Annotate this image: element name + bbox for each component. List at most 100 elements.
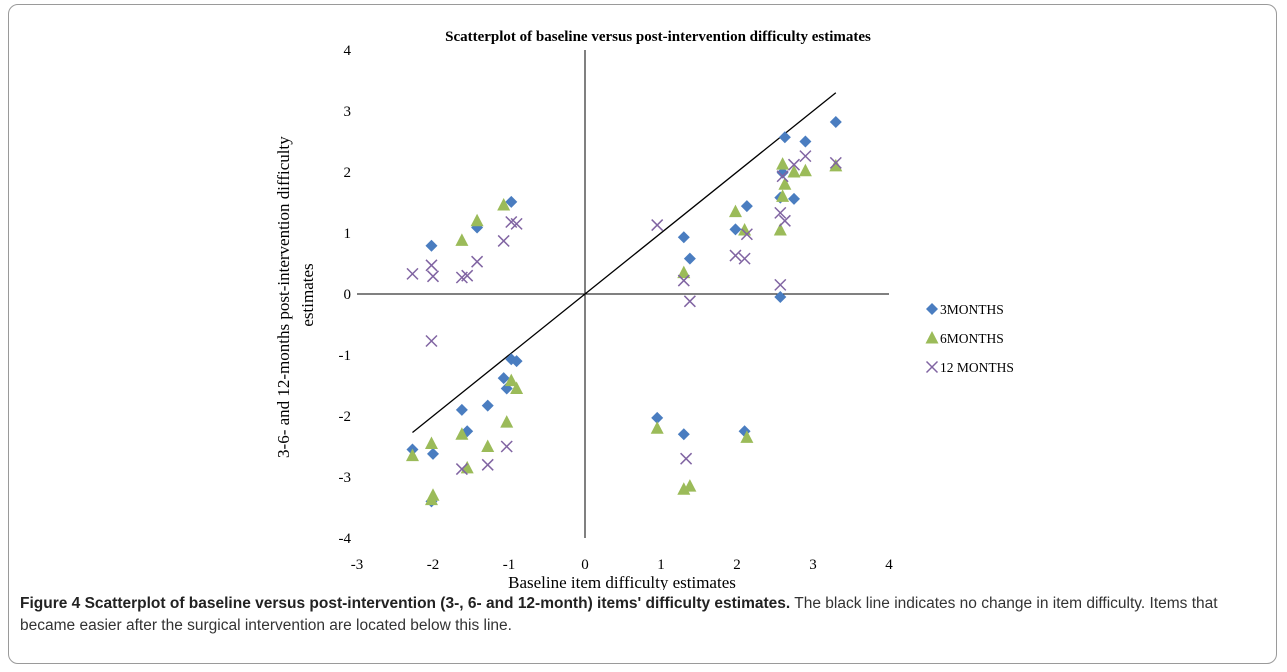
data-point-12-months [683,295,696,308]
x-tick-label: -1 [503,557,516,573]
marker-stroke [774,278,787,291]
marker-stroke [461,269,474,282]
data-point-3months [740,200,753,213]
data-point-6months [683,479,697,492]
legend-label: 3MONTHS [940,302,1004,317]
data-point-6months [504,373,518,387]
data-point-3months [505,353,518,366]
x-tick-label: 2 [733,557,741,573]
marker-stroke [425,334,438,348]
legend-item-12-months: 12 MONTHS [925,360,1014,375]
y-axis-label-line-1: 3-6- and 12-months post-intervention dif… [274,136,293,458]
data-point-3months [427,447,439,460]
marker-stroke [683,295,696,308]
marker-stroke [774,206,787,219]
data-point-12-months [774,206,787,219]
data-points [405,115,843,508]
marker-stroke [425,259,438,272]
reference-line-group [412,92,837,433]
data-point-6months [500,415,514,428]
marker-stroke [829,156,842,169]
marker-stroke [677,274,690,287]
chart-title: Scatterplot of baseline versus post-inte… [445,29,871,45]
legend-marker-12-months [925,360,939,374]
marker-stroke [740,228,753,241]
marker-stroke [455,463,468,476]
axes: -3 -2 -1 0 1 2 3 4 4 3 2 1 0 -1 -2 -3 -4 [339,43,894,573]
data-point-3months [774,291,787,304]
data-point-3months [729,223,742,236]
marker-stroke [799,150,812,163]
caption-text: The black line indicates no change in it… [20,595,1218,634]
legend-marker-6months [925,331,939,344]
data-point-3months [776,166,789,179]
x-tick-label: 4 [885,557,893,573]
data-point-12-months [500,440,513,453]
data-point-3months [455,403,468,416]
x-tick-label: -2 [427,557,440,573]
marker-stroke [471,255,484,268]
marker-stroke [651,219,664,232]
data-point-3months [683,252,696,265]
data-point-12-months [651,219,664,232]
marker-stroke [787,158,801,171]
y-axis-label-line-2: estimates [298,263,317,326]
marker-stroke [500,440,513,453]
data-point-6months [776,189,790,202]
legend-label: 12 MONTHS [940,360,1014,375]
legend-marker-3months [926,303,938,315]
data-point-12-months [787,158,801,171]
y-tick-label: -2 [339,409,352,425]
legend-item-3months: 3MONTHS [926,302,1004,317]
y-tick-label: 0 [344,287,352,303]
data-point-6months [405,448,419,462]
data-point-12-months [455,463,468,476]
legend: 3MONTHS 6MONTHS 12 MONTHS [925,302,1014,375]
data-point-6months [773,222,787,236]
data-point-12-months [680,452,693,465]
y-tick-label: 1 [344,226,352,242]
data-point-6months [455,427,469,440]
data-point-6months [460,460,474,474]
marker-stroke [481,458,494,471]
data-point-12-months [471,255,484,268]
data-point-3months [505,195,518,208]
data-point-12-months [799,150,812,163]
data-point-3months [829,115,842,128]
marker-stroke [729,249,742,262]
data-point-12-months [740,228,753,241]
data-point-3months [788,192,800,205]
x-tick-label: 0 [581,557,589,573]
data-point-3months [481,399,494,412]
data-point-12-months [481,458,494,471]
data-point-3months [778,131,791,144]
data-point-12-months [829,156,842,169]
y-tick-label: -4 [339,531,352,547]
data-point-12-months [776,170,789,183]
data-point-3months [677,231,690,244]
y-tick-label: 4 [344,43,352,59]
data-point-6months [650,421,664,434]
marker-stroke [510,217,523,230]
marker-stroke [497,234,510,247]
data-point-3months [497,372,510,385]
marker-stroke [925,360,939,374]
scatter-chart: Scatterplot of baseline versus post-inte… [274,29,1014,590]
data-point-6months [798,163,812,177]
caption-label: Figure 4 Scatterplot of baseline versus … [20,595,791,612]
x-tick-label: -3 [351,557,364,573]
marker-stroke [738,252,751,265]
data-point-3months [651,411,664,424]
data-point-12-months [677,274,690,287]
data-point-12-months [406,267,419,280]
data-point-3months [799,135,812,148]
data-point-6months [776,157,790,170]
data-point-6months [424,492,438,506]
data-point-12-months [778,214,791,227]
data-point-12-months [497,234,510,247]
data-point-6months [470,213,484,227]
data-point-6months [455,233,469,246]
marker-stroke [426,270,440,283]
data-point-3months [510,355,523,368]
data-point-12-months [774,278,787,291]
